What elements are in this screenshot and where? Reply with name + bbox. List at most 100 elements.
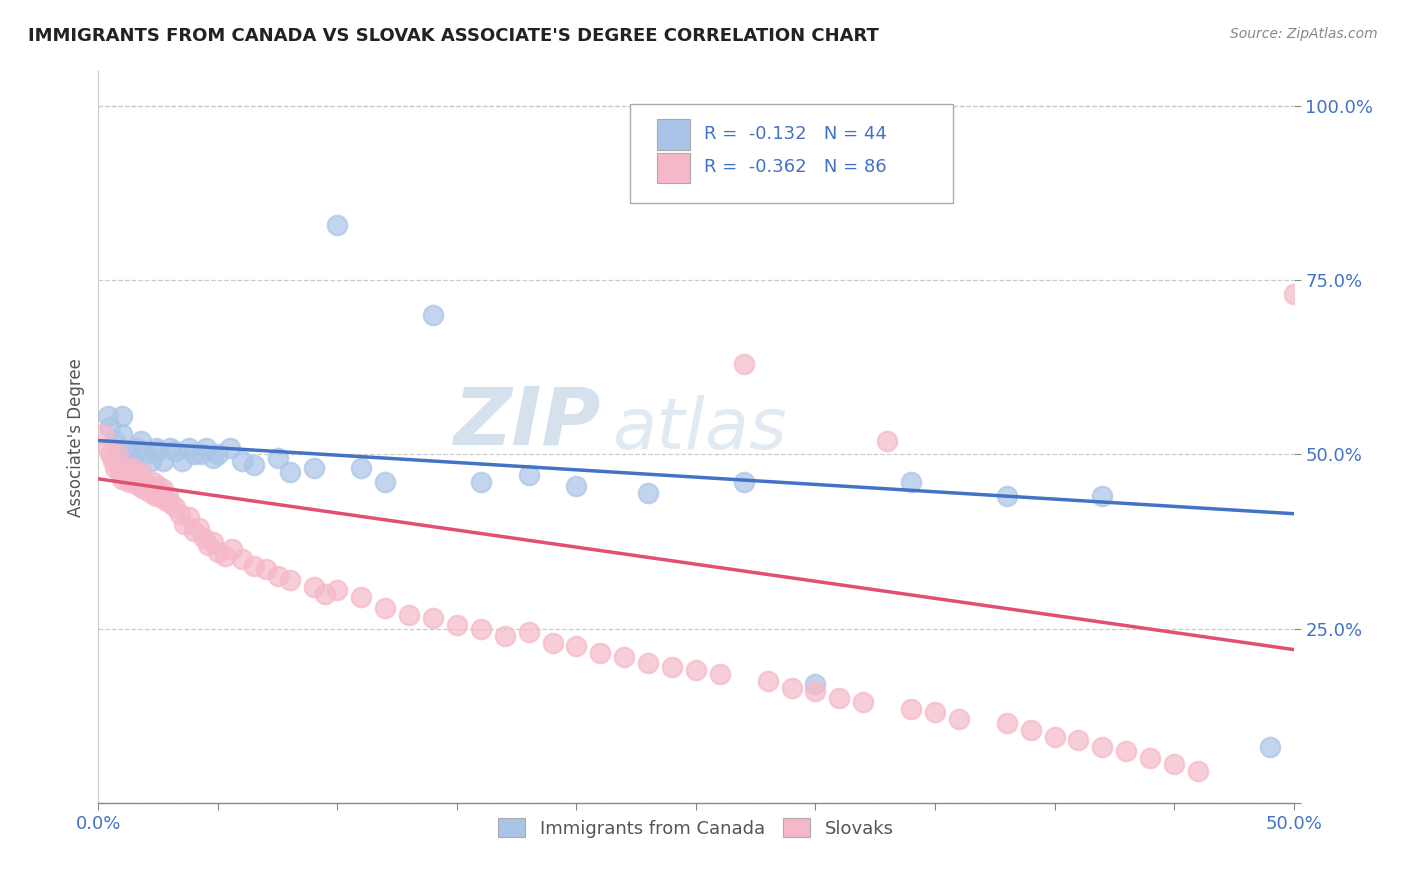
Point xyxy=(121,461,143,475)
Point xyxy=(132,483,155,497)
Point xyxy=(128,479,150,493)
Point xyxy=(183,448,205,462)
Point xyxy=(169,507,191,521)
Point xyxy=(135,475,157,490)
Point xyxy=(422,308,444,322)
Point xyxy=(315,587,337,601)
Point xyxy=(243,458,266,472)
Point xyxy=(138,479,160,493)
Point xyxy=(326,218,349,232)
Point xyxy=(97,441,120,455)
Point xyxy=(148,479,170,493)
Point xyxy=(733,357,755,371)
Point xyxy=(187,521,209,535)
Point xyxy=(163,500,186,514)
Point xyxy=(374,475,396,490)
Point xyxy=(876,434,898,448)
Point xyxy=(517,625,540,640)
Point xyxy=(326,583,349,598)
Point xyxy=(114,461,136,475)
Point xyxy=(1019,723,1042,737)
Point xyxy=(108,448,131,462)
Point xyxy=(221,541,243,556)
Point xyxy=(565,639,588,653)
Point xyxy=(173,517,195,532)
FancyBboxPatch shape xyxy=(657,119,690,150)
Point xyxy=(302,580,325,594)
Text: atlas: atlas xyxy=(613,395,787,464)
Point xyxy=(135,448,157,462)
Point xyxy=(637,485,659,500)
Point xyxy=(374,600,396,615)
Point xyxy=(131,465,153,479)
Point xyxy=(1091,489,1114,503)
Point xyxy=(202,534,225,549)
Point xyxy=(1163,757,1185,772)
Point xyxy=(111,472,134,486)
Point xyxy=(121,454,143,468)
Point xyxy=(1091,740,1114,755)
Point xyxy=(1067,733,1090,747)
Point xyxy=(159,496,181,510)
Point xyxy=(179,510,201,524)
Point xyxy=(131,434,153,448)
Point xyxy=(98,448,122,462)
Point xyxy=(156,489,179,503)
Point xyxy=(267,569,290,583)
Point xyxy=(924,705,946,719)
Point xyxy=(111,426,134,441)
Point xyxy=(1115,743,1137,757)
Point xyxy=(422,611,444,625)
Point xyxy=(446,618,468,632)
Point xyxy=(1282,287,1305,301)
Point xyxy=(115,468,138,483)
Point xyxy=(709,667,731,681)
Point xyxy=(661,660,683,674)
Point xyxy=(149,489,172,503)
Point xyxy=(125,441,148,455)
Point xyxy=(107,448,129,462)
Point xyxy=(243,558,266,573)
Point xyxy=(97,409,120,424)
Point xyxy=(183,524,205,538)
Point xyxy=(193,531,215,545)
Point xyxy=(124,475,146,490)
Point xyxy=(254,562,277,576)
Point xyxy=(195,441,218,455)
Point xyxy=(828,691,851,706)
FancyBboxPatch shape xyxy=(657,153,690,183)
Point xyxy=(350,461,373,475)
Point xyxy=(207,545,229,559)
Point xyxy=(108,465,131,479)
Point xyxy=(1258,740,1281,755)
Point xyxy=(900,702,922,716)
Point xyxy=(98,419,122,434)
Text: Source: ZipAtlas.com: Source: ZipAtlas.com xyxy=(1230,27,1378,41)
Point xyxy=(104,461,127,475)
Point xyxy=(948,712,970,726)
Point xyxy=(278,465,301,479)
Text: R =  -0.132   N = 44: R = -0.132 N = 44 xyxy=(704,125,887,143)
Point xyxy=(152,454,174,468)
Point xyxy=(202,450,225,465)
Point xyxy=(101,454,124,468)
Point xyxy=(685,664,707,678)
Point xyxy=(565,479,588,493)
Point xyxy=(589,646,612,660)
Point xyxy=(1043,730,1066,744)
Point xyxy=(470,622,492,636)
Point xyxy=(733,475,755,490)
Point xyxy=(350,591,373,605)
Point xyxy=(517,468,540,483)
Point xyxy=(159,441,181,455)
Point xyxy=(231,552,253,566)
Point xyxy=(278,573,301,587)
Point xyxy=(139,485,162,500)
Point xyxy=(541,635,564,649)
Point xyxy=(302,461,325,475)
Point xyxy=(118,448,141,462)
Point xyxy=(125,468,148,483)
Point xyxy=(470,475,492,490)
Text: ZIP: ZIP xyxy=(453,384,600,461)
FancyBboxPatch shape xyxy=(630,104,953,203)
